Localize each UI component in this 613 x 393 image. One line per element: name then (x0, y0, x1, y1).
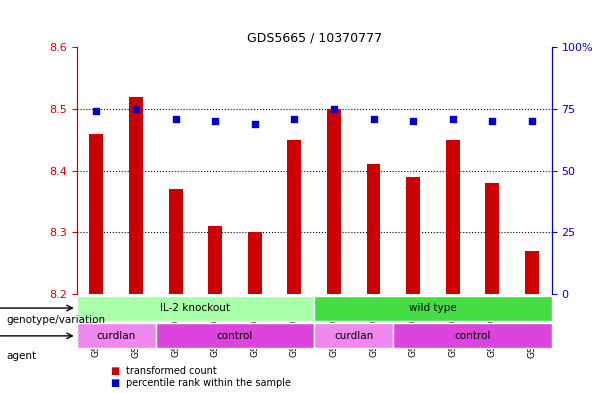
Point (289, 116, 299, 122)
Text: curdlan: curdlan (334, 331, 373, 341)
Point (210, 118, 220, 125)
Text: ■: ■ (110, 378, 120, 388)
Text: curdlan: curdlan (97, 331, 136, 341)
FancyBboxPatch shape (156, 323, 314, 348)
Text: wild type: wild type (409, 303, 457, 313)
FancyBboxPatch shape (314, 323, 394, 348)
Bar (89, 134, 104, 294)
Text: control: control (454, 331, 491, 341)
Bar (129, 97, 143, 294)
Bar (367, 165, 381, 294)
Point (329, 106, 339, 112)
Point (250, 121, 260, 127)
FancyBboxPatch shape (394, 323, 552, 348)
Bar (248, 232, 262, 294)
Text: agent: agent (6, 351, 36, 361)
Point (170, 116, 180, 122)
FancyBboxPatch shape (314, 296, 552, 321)
Text: percentile rank within the sample: percentile rank within the sample (126, 378, 291, 388)
FancyBboxPatch shape (77, 323, 156, 348)
Point (131, 106, 141, 112)
Bar (485, 183, 499, 294)
Bar (287, 140, 302, 294)
Text: IL-2 knockout: IL-2 knockout (161, 303, 230, 313)
Point (368, 116, 378, 122)
Text: genotype/variation: genotype/variation (6, 315, 105, 325)
Bar (406, 177, 420, 294)
Text: ■: ■ (110, 365, 120, 376)
Bar (446, 140, 460, 294)
Point (408, 118, 418, 125)
Point (527, 118, 537, 125)
Text: control: control (217, 331, 253, 341)
Bar (327, 109, 341, 294)
Title: GDS5665 / 10370777: GDS5665 / 10370777 (246, 31, 382, 44)
Text: transformed count: transformed count (126, 365, 216, 376)
Bar (525, 251, 539, 294)
Point (487, 118, 497, 125)
FancyBboxPatch shape (77, 296, 314, 321)
Bar (169, 189, 183, 294)
Bar (208, 226, 222, 294)
Point (448, 116, 458, 122)
Point (91, 108, 101, 114)
